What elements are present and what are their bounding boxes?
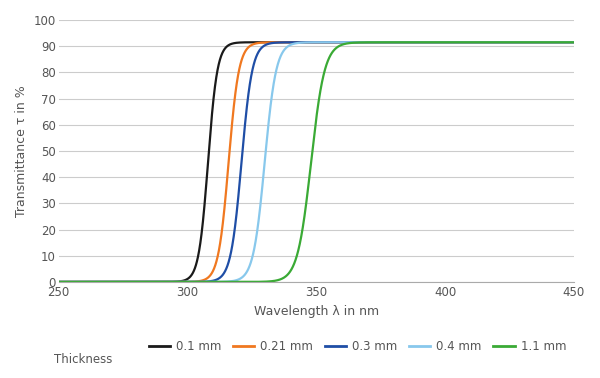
0.1 mm — [377, 40, 384, 45]
Line: 0.3 mm: 0.3 mm — [59, 42, 574, 282]
0.3 mm — [55, 280, 62, 284]
0.3 mm — [253, 55, 260, 59]
0.1 mm — [560, 40, 568, 45]
1.1 mm — [557, 40, 564, 45]
0.21 mm — [55, 280, 62, 284]
0.21 mm — [275, 40, 282, 45]
0.1 mm — [253, 40, 260, 45]
0.4 mm — [560, 40, 568, 45]
0.21 mm — [505, 40, 512, 45]
0.4 mm — [253, 235, 260, 240]
0.4 mm — [275, 60, 282, 64]
Line: 1.1 mm: 1.1 mm — [59, 42, 574, 282]
X-axis label: Wavelength λ in nm: Wavelength λ in nm — [254, 305, 379, 318]
0.1 mm — [145, 280, 152, 284]
0.3 mm — [275, 40, 282, 45]
0.3 mm — [570, 40, 577, 45]
Text: Thickness: Thickness — [54, 353, 112, 366]
0.21 mm — [145, 280, 152, 284]
0.4 mm — [472, 40, 479, 45]
0.1 mm — [275, 40, 282, 45]
1.1 mm — [145, 280, 152, 284]
1.1 mm — [253, 280, 260, 284]
0.21 mm — [253, 41, 260, 46]
0.21 mm — [114, 280, 121, 284]
1.1 mm — [275, 278, 282, 282]
0.3 mm — [505, 40, 512, 45]
0.1 mm — [570, 40, 577, 45]
0.1 mm — [55, 280, 62, 284]
0.3 mm — [435, 40, 442, 45]
1.1 mm — [55, 280, 62, 284]
0.21 mm — [415, 40, 422, 45]
1.1 mm — [114, 280, 121, 284]
Line: 0.21 mm: 0.21 mm — [59, 42, 574, 282]
0.21 mm — [560, 40, 568, 45]
0.3 mm — [145, 280, 152, 284]
0.4 mm — [114, 280, 121, 284]
0.4 mm — [55, 280, 62, 284]
0.21 mm — [570, 40, 577, 45]
0.4 mm — [505, 40, 512, 45]
1.1 mm — [570, 40, 577, 45]
Line: 0.4 mm: 0.4 mm — [59, 42, 574, 282]
0.1 mm — [505, 40, 512, 45]
Y-axis label: Transmittance τ in %: Transmittance τ in % — [15, 85, 28, 217]
0.1 mm — [114, 280, 121, 284]
1.1 mm — [505, 40, 512, 45]
0.3 mm — [114, 280, 121, 284]
0.4 mm — [570, 40, 577, 45]
1.1 mm — [560, 40, 568, 45]
0.3 mm — [560, 40, 568, 45]
Line: 0.1 mm: 0.1 mm — [59, 42, 574, 282]
Legend: 0.1 mm, 0.21 mm, 0.3 mm, 0.4 mm, 1.1 mm: 0.1 mm, 0.21 mm, 0.3 mm, 0.4 mm, 1.1 mm — [144, 335, 571, 358]
0.4 mm — [145, 280, 152, 284]
